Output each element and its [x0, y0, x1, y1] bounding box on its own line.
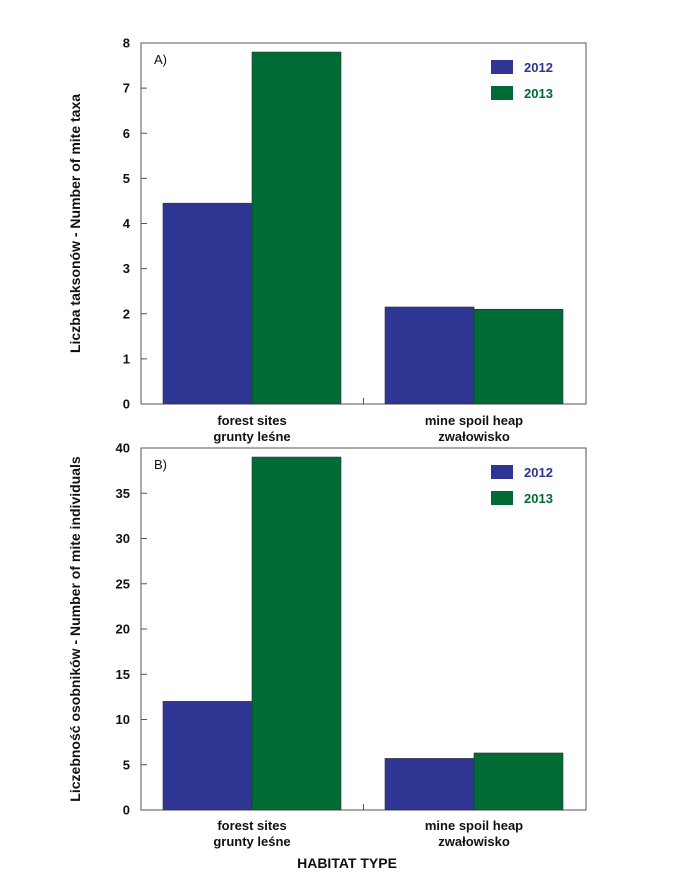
- category-label: grunty leśne: [213, 834, 290, 849]
- bar-2013-1: [251, 51, 342, 405]
- bar-2013-1: [251, 456, 342, 811]
- y-tick-label: 40: [116, 441, 130, 456]
- legend-label: 2012: [524, 465, 553, 480]
- y-tick-label: 1: [123, 351, 130, 366]
- y-tick-label: 0: [123, 397, 130, 412]
- bar-2012-2: [384, 306, 475, 405]
- bar-2013-2: [473, 752, 564, 811]
- category-label: mine spoil heap: [425, 413, 523, 428]
- panel-label: B): [154, 457, 167, 472]
- y-axis-title: Liczebność osobników - Number of mite in…: [67, 456, 83, 802]
- y-tick-label: 3: [123, 261, 130, 276]
- category-label: forest sites: [217, 413, 286, 428]
- legend-swatch-2012: [491, 60, 513, 74]
- legend-swatch-2012: [491, 465, 513, 479]
- y-tick-label: 0: [123, 803, 130, 818]
- y-tick-label: 2: [123, 306, 130, 321]
- category-label: grunty leśne: [213, 429, 290, 444]
- category-label: zwałowisko: [438, 429, 510, 444]
- legend-label: 2012: [524, 60, 553, 75]
- y-tick-label: 10: [116, 712, 130, 727]
- panel-label: A): [154, 52, 167, 67]
- y-tick-label: 6: [123, 126, 130, 141]
- category-label: forest sites: [217, 818, 286, 833]
- y-tick-label: 4: [123, 216, 131, 231]
- category-label: zwałowisko: [438, 834, 510, 849]
- legend-swatch-2013: [491, 86, 513, 100]
- bar-2012-1: [162, 701, 253, 811]
- y-tick-label: 35: [116, 486, 130, 501]
- legend-label: 2013: [524, 491, 553, 506]
- y-tick-label: 30: [116, 531, 130, 546]
- y-tick-label: 20: [116, 622, 130, 637]
- category-label: mine spoil heap: [425, 818, 523, 833]
- bar-2012-1: [162, 202, 253, 405]
- x-axis-title: HABITAT TYPE: [297, 855, 397, 871]
- y-tick-label: 5: [123, 757, 130, 772]
- y-tick-label: 5: [123, 171, 130, 186]
- y-tick-label: 25: [116, 576, 130, 591]
- bar-2012-2: [384, 758, 475, 811]
- bar-2013-2: [473, 308, 564, 405]
- y-tick-label: 8: [123, 36, 130, 51]
- y-tick-label: 15: [116, 667, 130, 682]
- legend-label: 2013: [524, 86, 553, 101]
- y-tick-label: 7: [123, 81, 130, 96]
- y-axis-title: Liczba taksonów - Number of mite taxa: [67, 94, 83, 353]
- legend-swatch-2013: [491, 491, 513, 505]
